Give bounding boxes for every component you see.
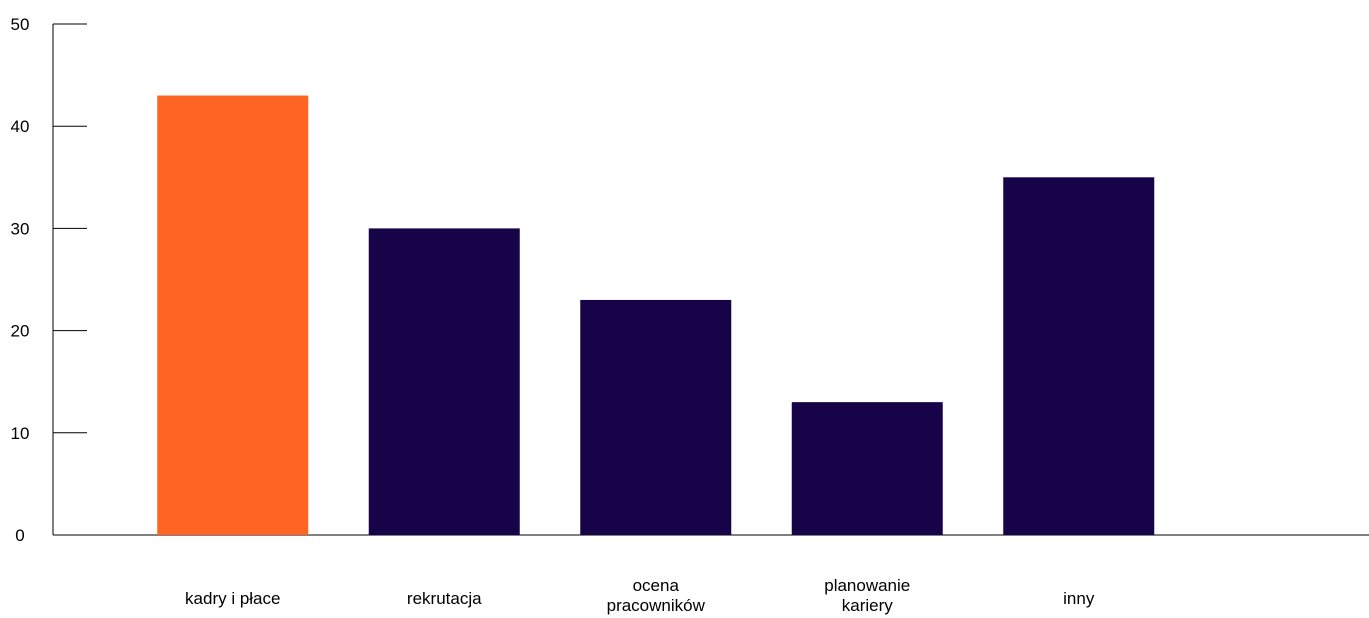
y-axis-ticks: 0 10 20 30 40 50 xyxy=(11,15,87,545)
bar-1 xyxy=(157,95,309,535)
x-category-label: rekrutacja xyxy=(407,589,482,608)
y-tick-label: 50 xyxy=(11,15,30,34)
bar-4 xyxy=(791,402,943,535)
x-category-label-line: kariery xyxy=(842,596,894,615)
bar-3 xyxy=(580,299,732,535)
x-category-label-line: planowanie xyxy=(824,576,910,595)
x-category-label: planowanie kariery xyxy=(824,576,910,615)
y-tick-label: 10 xyxy=(11,424,30,443)
x-category-label-line: inny xyxy=(1063,589,1095,608)
x-category-label: inny xyxy=(1063,589,1095,608)
y-tick-label: 20 xyxy=(11,322,30,341)
chart-bars xyxy=(157,95,1155,536)
y-tick-label: 40 xyxy=(11,117,30,136)
x-category-label-line: kadry i płace xyxy=(185,589,280,608)
bar-2 xyxy=(368,228,520,535)
x-category-label: kadry i płace xyxy=(185,589,280,608)
bar-5 xyxy=(1003,177,1155,536)
x-category-label-line: ocena xyxy=(633,576,680,595)
y-tick-label: 30 xyxy=(11,219,30,238)
y-tick-label: 0 xyxy=(15,526,24,545)
x-category-label-line: pracowników xyxy=(607,596,706,615)
x-category-label-line: rekrutacja xyxy=(407,589,482,608)
x-category-label: ocena pracowników xyxy=(607,576,706,615)
